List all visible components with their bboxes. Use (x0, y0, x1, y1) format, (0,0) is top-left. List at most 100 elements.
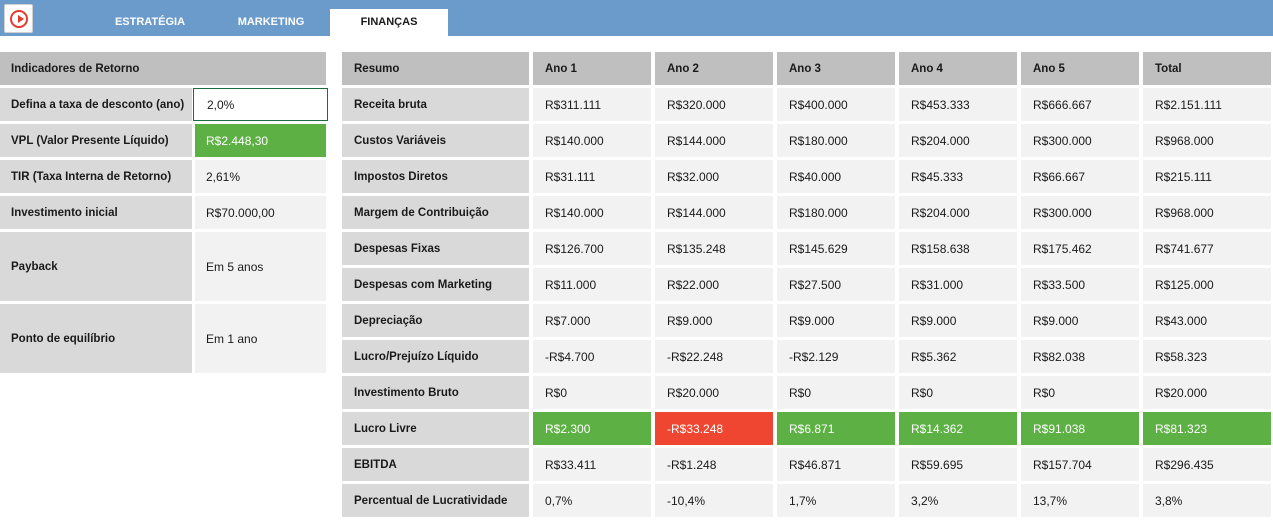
cell-ano-4: R$204.000 (899, 196, 1017, 229)
row-label: EBITDA (342, 448, 529, 481)
row-label: Impostos Diretos (342, 160, 529, 193)
indicator-label: TIR (Taxa Interna de Retorno) (0, 160, 192, 193)
indicator-row-vpl: VPL (Valor Presente Líquido) R$2.448,30 (0, 124, 326, 157)
row-label: Depreciação (342, 304, 529, 337)
vpl-value: R$2.448,30 (195, 124, 326, 157)
row-label: Percentual de Lucratividade (342, 484, 529, 517)
cell-ano-4: R$0 (899, 376, 1017, 409)
cell-ano-3: R$27.500 (777, 268, 895, 301)
cell-ano-5: R$82.038 (1021, 340, 1139, 373)
cell-ano-5: R$666.667 (1021, 88, 1139, 121)
header-total: Total (1143, 52, 1271, 85)
cell-ano-1: R$140.000 (533, 196, 651, 229)
cell-ano-4: R$5.362 (899, 340, 1017, 373)
cell-ano-3: R$40.000 (777, 160, 895, 193)
cell-ano-2: R$9.000 (655, 304, 773, 337)
row-label: Margem de Contribuição (342, 196, 529, 229)
breakeven-value: Em 1 ano (195, 304, 326, 373)
cell-total: R$968.000 (1143, 124, 1271, 157)
header-ano-3: Ano 3 (777, 52, 895, 85)
cell-ano-1: R$11.000 (533, 268, 651, 301)
row-label: Investimento Bruto (342, 376, 529, 409)
cell-ano-1: -R$4.700 (533, 340, 651, 373)
indicator-row-discount-rate: Defina a taxa de desconto (ano) 2,0% (0, 88, 328, 121)
cell-ano-5: R$157.704 (1021, 448, 1139, 481)
cell-total: R$741.677 (1143, 232, 1271, 265)
discount-rate-input[interactable]: 2,0% (193, 88, 328, 121)
tir-value: 2,61% (195, 160, 326, 193)
play-ring-icon (10, 10, 28, 28)
cell-ano-5: R$66.667 (1021, 160, 1139, 193)
header-ano-4: Ano 4 (899, 52, 1017, 85)
cell-ano-4: R$9.000 (899, 304, 1017, 337)
indicator-label: Investimento inicial (0, 196, 192, 229)
play-triangle-icon (18, 15, 24, 23)
return-indicators-title: Indicadores de Retorno (0, 52, 326, 85)
cell-total: R$968.000 (1143, 196, 1271, 229)
cell-total: R$81.323 (1143, 412, 1271, 445)
cell-ano-2: R$144.000 (655, 196, 773, 229)
cell-ano-4: R$158.638 (899, 232, 1017, 265)
cell-total: 3,8% (1143, 484, 1271, 517)
row-label: Custos Variáveis (342, 124, 529, 157)
indicator-row-tir: TIR (Taxa Interna de Retorno) 2,61% (0, 160, 326, 193)
cell-ano-5: R$300.000 (1021, 196, 1139, 229)
cell-ano-1: R$126.700 (533, 232, 651, 265)
cell-total: R$58.323 (1143, 340, 1271, 373)
cell-total: R$125.000 (1143, 268, 1271, 301)
indicator-row-investment: Investimento inicial R$70.000,00 (0, 196, 326, 229)
cell-ano-1: R$0 (533, 376, 651, 409)
cell-ano-3: 1,7% (777, 484, 895, 517)
cell-ano-5: R$300.000 (1021, 124, 1139, 157)
initial-investment-value: R$70.000,00 (195, 196, 326, 229)
cell-ano-2: -R$1.248 (655, 448, 773, 481)
cell-ano-3: R$9.000 (777, 304, 895, 337)
header-ano-5: Ano 5 (1021, 52, 1139, 85)
cell-ano-2: R$144.000 (655, 124, 773, 157)
indicator-row-breakeven: Ponto de equilíbrio Em 1 ano (0, 304, 326, 373)
indicator-label: Ponto de equilíbrio (0, 304, 192, 373)
indicator-label: VPL (Valor Presente Líquido) (0, 124, 192, 157)
cell-ano-4: R$31.000 (899, 268, 1017, 301)
cell-total: R$20.000 (1143, 376, 1271, 409)
cell-ano-2: R$20.000 (655, 376, 773, 409)
row-label: Receita bruta (342, 88, 529, 121)
cell-ano-1: R$140.000 (533, 124, 651, 157)
cell-ano-5: R$33.500 (1021, 268, 1139, 301)
cell-ano-3: R$180.000 (777, 196, 895, 229)
cell-ano-3: R$6.871 (777, 412, 895, 445)
cell-total: R$2.151.111 (1143, 88, 1271, 121)
cell-ano-5: R$0 (1021, 376, 1139, 409)
cell-ano-3: R$46.871 (777, 448, 895, 481)
play-logo-icon[interactable] (4, 4, 33, 33)
indicator-label: Defina a taxa de desconto (ano) (0, 88, 192, 121)
indicator-label: Payback (0, 232, 192, 301)
cell-ano-4: R$453.333 (899, 88, 1017, 121)
cell-ano-1: R$311.111 (533, 88, 651, 121)
cell-ano-5: R$9.000 (1021, 304, 1139, 337)
top-navigation-bar: ESTRATÉGIA MARKETING FINANÇAS (0, 0, 1273, 36)
cell-ano-3: R$145.629 (777, 232, 895, 265)
cell-ano-2: -R$22.248 (655, 340, 773, 373)
tab-marketing[interactable]: MARKETING (237, 16, 305, 28)
row-label: Lucro/Prejuízo Líquido (342, 340, 529, 373)
cell-ano-2: R$32.000 (655, 160, 773, 193)
tab-estrategia[interactable]: ESTRATÉGIA (114, 16, 186, 28)
cell-ano-5: R$91.038 (1021, 412, 1139, 445)
cell-ano-3: R$400.000 (777, 88, 895, 121)
cell-total: R$296.435 (1143, 448, 1271, 481)
cell-ano-2: -10,4% (655, 484, 773, 517)
cell-ano-4: 3,2% (899, 484, 1017, 517)
cell-ano-4: R$14.362 (899, 412, 1017, 445)
cell-ano-1: 0,7% (533, 484, 651, 517)
indicator-row-payback: Payback Em 5 anos (0, 232, 326, 301)
cell-ano-1: R$2.300 (533, 412, 651, 445)
cell-ano-1: R$7.000 (533, 304, 651, 337)
row-label: Lucro Livre (342, 412, 529, 445)
cell-ano-4: R$59.695 (899, 448, 1017, 481)
tab-financas[interactable]: FINANÇAS (330, 9, 448, 36)
cell-ano-1: R$31.111 (533, 160, 651, 193)
cell-ano-5: R$175.462 (1021, 232, 1139, 265)
cell-ano-2: R$135.248 (655, 232, 773, 265)
cell-total: R$43.000 (1143, 304, 1271, 337)
